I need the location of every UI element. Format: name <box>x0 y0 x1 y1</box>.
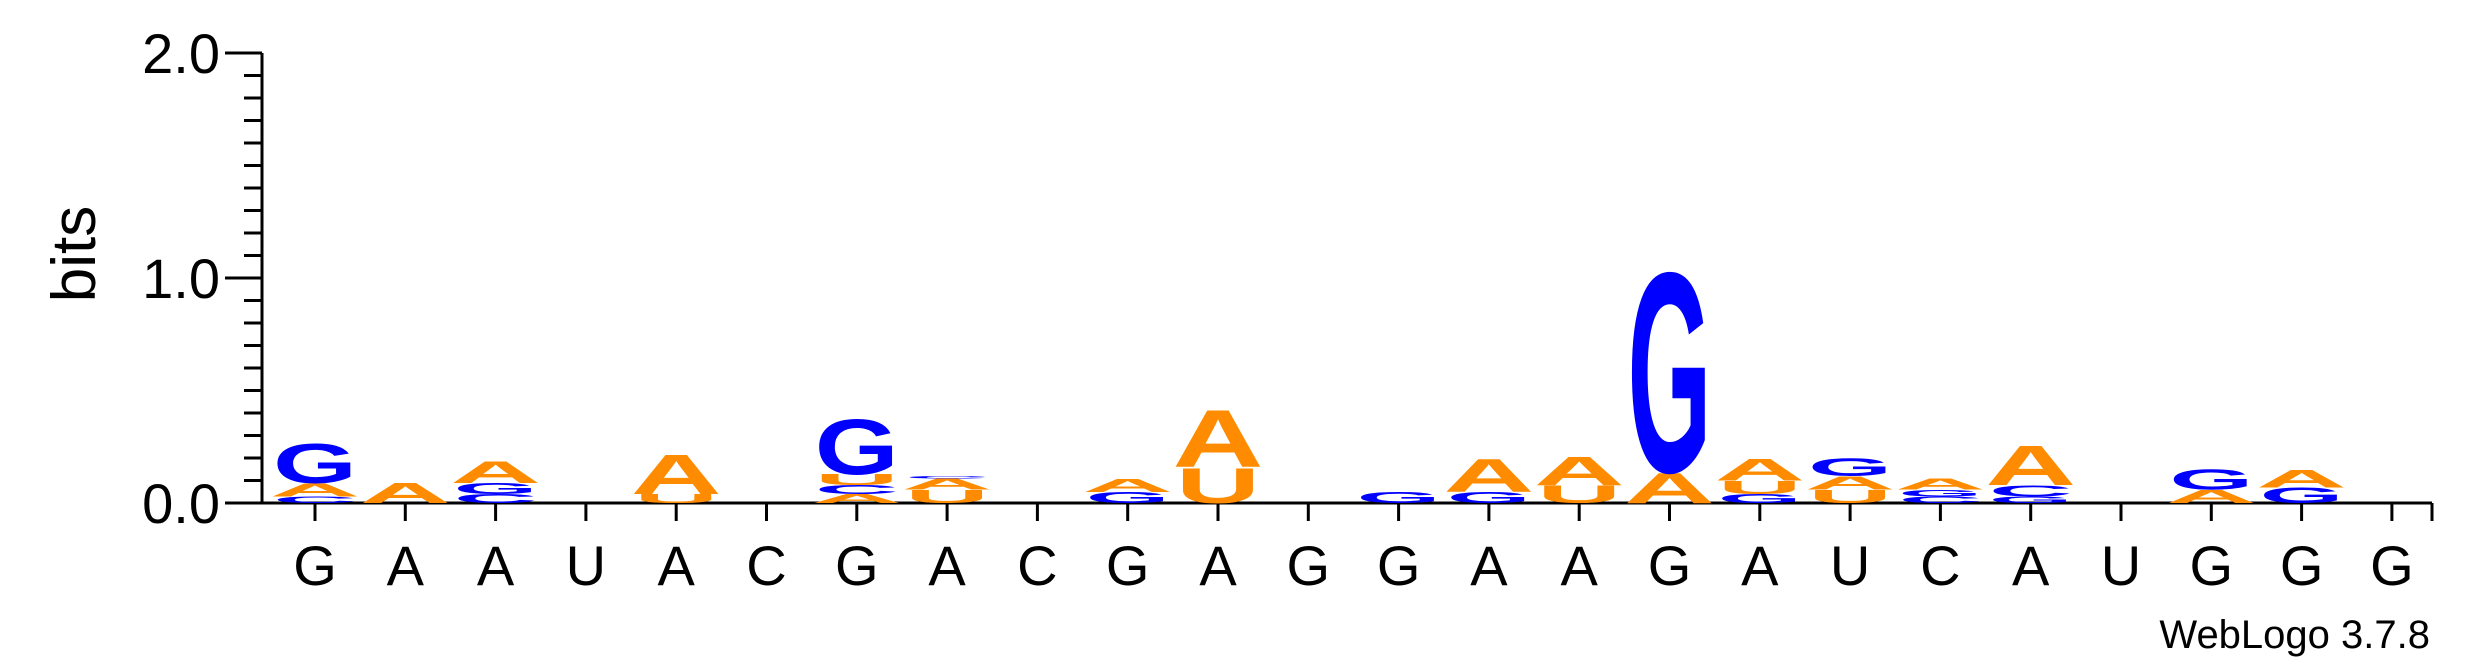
y-tick-label: 0.0 <box>142 472 220 535</box>
logo-letter-A: A <box>450 455 541 490</box>
x-tick-label: A <box>1470 534 1508 597</box>
logo-column: GUA <box>1714 452 1805 505</box>
logo-letter-A: A <box>360 478 451 510</box>
x-tick-label: A <box>2012 534 2050 597</box>
logo-column: AG <box>1624 212 1715 532</box>
logo-letter-A: A <box>1082 475 1173 496</box>
logo-letter-G: G <box>2260 483 2344 508</box>
logo-column: GA <box>1443 450 1534 507</box>
logo-letter-A: A <box>1624 463 1715 512</box>
x-tick-label: G <box>1377 534 1421 597</box>
x-tick-label: G <box>1106 534 1150 597</box>
logo-letter-A: A <box>1714 452 1805 487</box>
logo-column: UA <box>631 443 722 506</box>
logo-letter-U: U <box>1537 480 1621 508</box>
x-tick-label: C <box>746 534 786 597</box>
y-axis: 0.0 1.0 2.0 <box>142 22 264 535</box>
logo-letter-C: C <box>273 495 357 506</box>
x-tick-label: U <box>1830 534 1870 597</box>
x-tick-label: G <box>1287 534 1331 597</box>
logo-column: UA <box>1173 394 1264 514</box>
logo-letter-A: A <box>1443 450 1534 503</box>
logo-letter-C: C <box>1898 495 1982 506</box>
logo-letter-U: U <box>815 471 899 489</box>
logo-letter-A: A <box>902 475 993 493</box>
x-tick-label: G <box>1648 534 1692 597</box>
logo-column: GA <box>2256 465 2347 508</box>
logo-letter-A: A <box>2256 465 2347 493</box>
logo-letter-A: A <box>2166 486 2257 507</box>
x-tick-label: G <box>2190 534 2234 597</box>
x-tick-label: G <box>293 534 337 597</box>
logo-letter-G: G <box>1718 492 1802 506</box>
y-axis-label: bits <box>40 206 109 302</box>
x-tick-label: G <box>2280 534 2324 597</box>
logo-letter-A: A <box>1173 394 1264 485</box>
logo-letter-C: C <box>454 492 538 506</box>
logo-column: G <box>1357 489 1441 507</box>
logo-letter-A: A <box>1985 434 2076 497</box>
x-tick-label: G <box>835 534 879 597</box>
logo-letter-A: A <box>1895 475 1986 493</box>
logo-column: CGA <box>450 455 541 506</box>
logo-letter-U: U <box>1176 458 1260 514</box>
logo-letter-G: G <box>815 404 899 491</box>
logo-column: GCA <box>1985 434 2076 505</box>
x-tick-label: A <box>658 534 696 597</box>
x-tick-label: C <box>1017 534 1057 597</box>
logo-letter-G: G <box>454 480 538 498</box>
x-tick-label: C <box>1920 534 1960 597</box>
x-tick-label: A <box>1561 534 1599 597</box>
logo-letter-A: A <box>631 443 722 506</box>
logo-letter-A: A <box>270 479 361 500</box>
logo-column: GA <box>1082 475 1173 507</box>
x-tick-label: A <box>1741 534 1779 597</box>
logo-letter-A: A <box>811 492 902 506</box>
logo-letter-U: U <box>905 486 989 507</box>
y-tick-label: 2.0 <box>142 22 220 85</box>
logo-letter-G: G <box>273 432 357 495</box>
logo-letter-C: C <box>815 483 899 497</box>
logo-column: UA <box>1534 448 1625 508</box>
logo-letter-U: U <box>1808 486 1892 507</box>
logo-column: UAG <box>1805 453 1896 507</box>
logo-letter-G: G <box>1447 489 1531 507</box>
logo-column: CAG <box>270 432 361 505</box>
logo-letter-U: U <box>634 492 718 506</box>
logo-letter-G: G <box>1898 488 1982 498</box>
y-tick-label: 1.0 <box>142 247 220 310</box>
x-tick-label: A <box>928 534 966 597</box>
logo-letter-G: G <box>1628 212 1712 532</box>
logo-column: CGA <box>1895 475 1986 505</box>
logo-letter-G: G <box>2169 464 2253 496</box>
x-tick-label: A <box>477 534 515 597</box>
x-tick-label: G <box>2370 534 2414 597</box>
logo-column: UAC <box>902 475 993 507</box>
logo-letter-C: C <box>1989 482 2073 500</box>
logo-letter-G: G <box>1357 489 1441 507</box>
logo-letter-G: G <box>1086 489 1170 507</box>
logo-letter-A: A <box>1534 448 1625 494</box>
logo-letter-A: A <box>1805 473 1896 494</box>
logo-letter-C: C <box>905 475 989 478</box>
weblogo-version-label: WebLogo 3.7.8 <box>2159 613 2430 657</box>
logo-letter-U: U <box>1718 477 1802 498</box>
x-tick-label: U <box>566 534 606 597</box>
x-tick-label: U <box>2101 534 2141 597</box>
logo-column: AG <box>2166 464 2257 507</box>
x-tick-label: A <box>387 534 425 597</box>
logo-letter-G: G <box>1808 453 1892 481</box>
x-tick-label: A <box>1199 534 1237 597</box>
logo-letter-G: G <box>1989 495 2073 505</box>
logo-column: A <box>360 478 451 510</box>
